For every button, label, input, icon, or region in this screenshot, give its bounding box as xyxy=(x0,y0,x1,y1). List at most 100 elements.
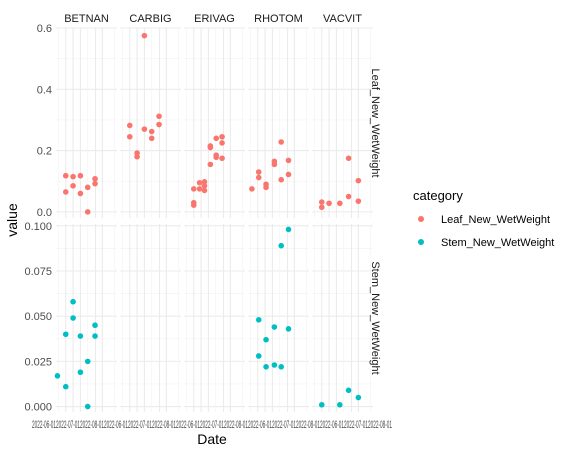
data-point xyxy=(213,135,220,142)
data-point xyxy=(355,198,362,204)
data-point xyxy=(92,322,98,329)
data-point xyxy=(201,187,208,194)
data-point xyxy=(207,161,214,168)
data-point xyxy=(190,186,197,192)
data-point xyxy=(337,200,343,207)
data-point xyxy=(196,186,203,192)
data-point xyxy=(92,180,98,187)
data-point xyxy=(263,336,269,343)
data-point xyxy=(219,133,225,140)
y-axis: 0.0 0.2 0.4 0.6 0.000 0.025 0.050 0.075 0.100 xyxy=(24,23,52,414)
row-strip-label: Leaf_New_WetWeight xyxy=(369,68,381,177)
data-point xyxy=(219,140,225,146)
panel-vacvit-1 xyxy=(312,224,373,412)
legend-label-leaf: Leaf_New_WetWeight xyxy=(441,214,550,226)
legend: category Leaf_New_WetWeight Stem_New_Wet… xyxy=(413,188,554,249)
data-point xyxy=(271,362,278,368)
data-point xyxy=(345,387,352,394)
data-point xyxy=(77,333,84,339)
data-point xyxy=(355,177,362,184)
data-point xyxy=(148,135,155,142)
data-point xyxy=(318,204,325,211)
data-point xyxy=(141,32,148,39)
column-strip-label: RHOTOM xyxy=(254,13,303,25)
data-point xyxy=(278,364,284,370)
y-tick-label: 0.4 xyxy=(37,84,52,96)
column-strip-label: CARBIG xyxy=(129,13,171,25)
data-point xyxy=(156,121,162,128)
data-point xyxy=(62,172,69,179)
data-point xyxy=(249,186,255,192)
data-point xyxy=(84,358,91,365)
data-point xyxy=(84,184,91,191)
data-point xyxy=(255,174,262,181)
legend-key-stem xyxy=(418,239,424,245)
legend-key-leaf xyxy=(418,216,424,222)
data-point xyxy=(54,373,61,379)
data-point xyxy=(70,315,76,321)
data-point xyxy=(126,122,133,129)
data-point xyxy=(255,353,262,359)
column-strip-label: ERIVAG xyxy=(194,13,235,25)
legend-title: category xyxy=(413,188,463,203)
data-point xyxy=(92,175,98,182)
data-point xyxy=(207,144,214,151)
data-point xyxy=(201,179,208,185)
data-point xyxy=(255,169,262,175)
data-point xyxy=(337,401,343,408)
data-point xyxy=(70,183,76,189)
data-point xyxy=(318,401,325,408)
data-point xyxy=(196,179,203,186)
data-point xyxy=(263,364,269,370)
data-point xyxy=(219,155,225,162)
panel-betnan-0 xyxy=(56,27,117,218)
data-point xyxy=(285,326,292,332)
data-point xyxy=(201,183,208,189)
panel-erivag-1 xyxy=(184,224,245,412)
y-tick-label: 0.6 xyxy=(37,23,52,35)
y-tick-label: 0.025 xyxy=(24,356,52,368)
panel-erivag-0 xyxy=(184,27,245,218)
data-point xyxy=(345,155,352,162)
data-point xyxy=(84,209,91,215)
data-point xyxy=(278,139,284,145)
data-point xyxy=(285,226,292,233)
column-strip-label: VACVIT xyxy=(323,13,362,25)
data-point xyxy=(148,128,155,135)
data-point xyxy=(271,161,278,168)
y-tick-label: 0.000 xyxy=(24,402,52,414)
data-point xyxy=(263,184,269,191)
panel-rhotom-0 xyxy=(248,27,309,218)
data-point xyxy=(345,193,352,200)
row-strip-label: Stem_New_WetWeight xyxy=(369,261,381,374)
data-point xyxy=(126,133,133,140)
data-point xyxy=(278,176,284,183)
panel-vacvit-0 xyxy=(312,27,373,218)
data-point xyxy=(190,202,197,208)
data-point xyxy=(271,324,278,330)
data-point xyxy=(62,189,69,195)
data-point xyxy=(134,153,140,160)
x-tick-labels: 2022-06-012022-07-012022-08-012022-06-01… xyxy=(32,419,392,431)
data-point xyxy=(255,317,262,323)
data-points xyxy=(54,32,362,410)
y-tick-label: 0.0 xyxy=(37,207,52,219)
data-point xyxy=(77,369,84,376)
data-point xyxy=(62,331,69,338)
data-point xyxy=(318,199,325,205)
legend-label-stem: Stem_New_WetWeight xyxy=(441,237,554,249)
column-strip-label: BETNAN xyxy=(64,13,109,25)
facet-strips: Leaf_New_WetWeight Stem_New_WetWeight BETN… xyxy=(64,13,381,375)
data-point xyxy=(326,200,332,207)
y-tick-label: 0.075 xyxy=(24,266,52,278)
data-point xyxy=(62,383,69,390)
x-axis: 2022-06-012022-07-012022-08-012022-06-01… xyxy=(32,419,392,431)
data-point xyxy=(84,403,91,410)
y-tick-label: 0.2 xyxy=(37,146,52,158)
plot-panels xyxy=(56,27,373,412)
data-point xyxy=(77,172,84,179)
data-point xyxy=(70,298,76,305)
data-point xyxy=(285,157,292,164)
y-tick-label: 0.100 xyxy=(24,221,52,233)
